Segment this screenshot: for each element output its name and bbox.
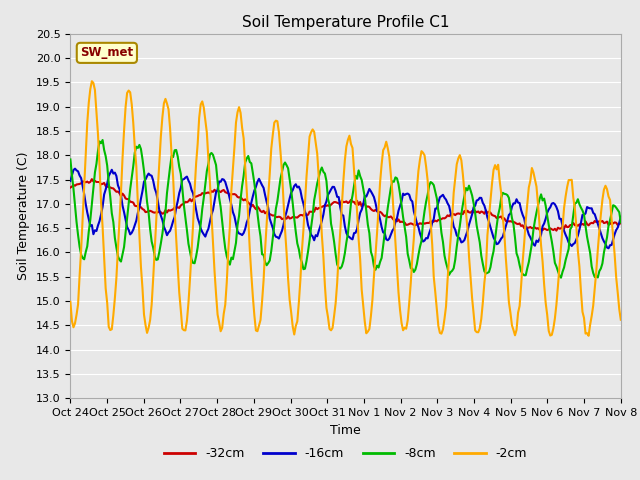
-32cm: [136, 204, 143, 210]
-8cm: [67, 156, 74, 162]
X-axis label: Time: Time: [330, 424, 361, 437]
Line: -16cm: -16cm: [70, 168, 621, 248]
-16cm: [588, 205, 595, 211]
-2cm: [88, 78, 96, 84]
-8cm: [308, 213, 316, 219]
Line: -8cm: -8cm: [70, 140, 621, 278]
-8cm: [99, 137, 106, 143]
Text: SW_met: SW_met: [80, 47, 133, 60]
-2cm: [585, 333, 593, 339]
-2cm: [589, 303, 597, 309]
-16cm: [71, 166, 79, 171]
-16cm: [136, 205, 143, 211]
-2cm: [617, 317, 625, 323]
Y-axis label: Soil Temperature (C): Soil Temperature (C): [17, 152, 30, 280]
-2cm: [250, 312, 258, 318]
Title: Soil Temperature Profile C1: Soil Temperature Profile C1: [242, 15, 449, 30]
-32cm: [260, 208, 268, 214]
-8cm: [557, 275, 565, 281]
Line: -2cm: -2cm: [70, 81, 621, 336]
Legend: -32cm, -16cm, -8cm, -2cm: -32cm, -16cm, -8cm, -2cm: [159, 442, 532, 465]
-8cm: [136, 142, 143, 148]
-32cm: [308, 209, 316, 215]
-8cm: [589, 270, 597, 276]
-32cm: [67, 185, 74, 191]
-2cm: [260, 277, 268, 283]
-8cm: [232, 240, 240, 246]
-2cm: [308, 127, 316, 132]
-16cm: [260, 185, 268, 191]
Line: -32cm: -32cm: [70, 179, 621, 230]
-32cm: [589, 220, 597, 226]
-8cm: [617, 219, 625, 225]
-16cm: [605, 245, 612, 251]
-32cm: [232, 192, 240, 198]
-2cm: [136, 232, 143, 238]
-2cm: [232, 120, 240, 125]
-32cm: [552, 228, 560, 233]
-32cm: [617, 220, 625, 226]
-8cm: [260, 252, 268, 258]
-16cm: [250, 188, 258, 193]
-16cm: [67, 178, 74, 184]
-32cm: [88, 176, 96, 182]
-32cm: [250, 204, 258, 210]
-16cm: [308, 233, 316, 239]
-8cm: [250, 180, 258, 186]
-16cm: [232, 221, 240, 227]
-16cm: [617, 214, 625, 220]
-2cm: [67, 299, 74, 305]
